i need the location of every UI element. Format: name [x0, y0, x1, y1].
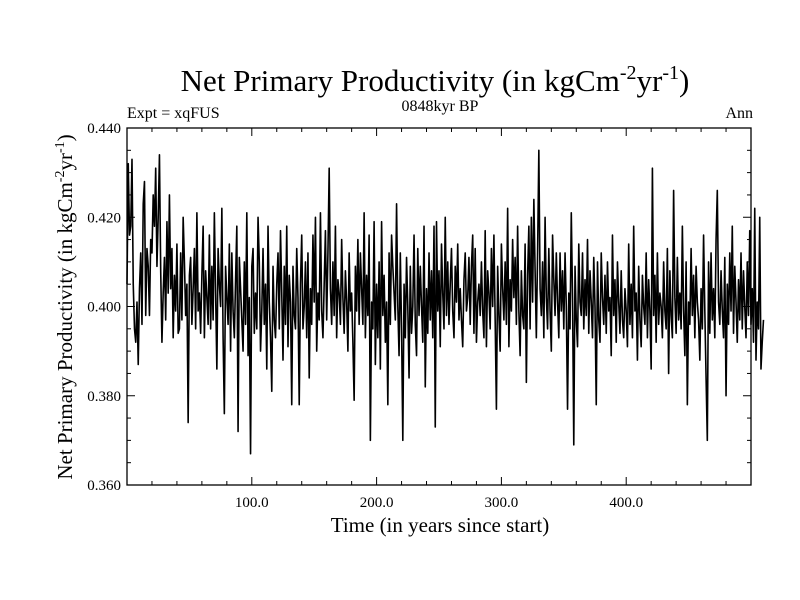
npp-series-line	[126, 149, 765, 455]
y-axis-label: Net Primary Productivity (in kgCm-2yr-1)	[53, 134, 77, 479]
x-tick-label: 200.0	[360, 495, 394, 511]
period-label: 0848kyr BP	[402, 98, 479, 115]
y-tick-label: 0.400	[87, 300, 121, 316]
experiment-label: Expt = xqFUS	[127, 105, 220, 122]
chart-title: Net Primary Productivity (in kgCm-2yr-1)	[181, 62, 690, 98]
x-axis-label: Time (in years since start)	[331, 513, 550, 537]
x-tick-label: 400.0	[609, 495, 643, 511]
y-tick-label: 0.420	[87, 210, 121, 226]
x-tick-label: 100.0	[235, 495, 269, 511]
season-label: Ann	[725, 105, 753, 122]
x-axis: 100.0 200.0 300.0 400.0	[151, 128, 727, 511]
y-tick-label: 0.380	[87, 389, 121, 405]
x-tick-label: 300.0	[485, 495, 519, 511]
y-tick-label: 0.440	[87, 121, 121, 137]
y-tick-label: 0.360	[87, 478, 121, 494]
